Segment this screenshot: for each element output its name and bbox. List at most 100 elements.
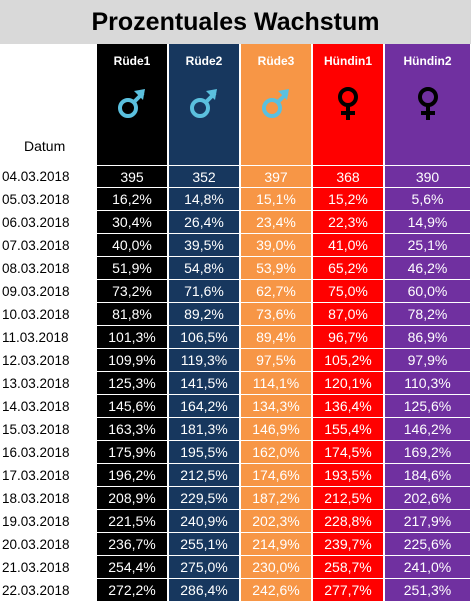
value-cell: 71,6%	[168, 280, 240, 303]
value-cell: 255,1%	[168, 533, 240, 556]
value-cell: 101,3%	[96, 326, 168, 349]
value-cell: 73,2%	[96, 280, 168, 303]
value-cell: 236,7%	[96, 533, 168, 556]
value-cell: 275,0%	[168, 556, 240, 579]
date-cell: 19.03.2018	[2, 514, 70, 529]
value-cell: 46,2%	[384, 257, 471, 280]
value-cell: 73,6%	[240, 303, 312, 326]
date-column: 04.03.2018 05.03.2018 06.03.2018 07.03.2018…	[0, 165, 96, 602]
value-cell: 146,2%	[384, 418, 471, 441]
male-symbol-icon	[168, 78, 240, 130]
date-cell: 05.03.2018	[2, 192, 70, 207]
date-cell: 14.03.2018	[2, 399, 70, 414]
column-header: Rüde3	[240, 44, 312, 78]
value-cell: 196,2%	[96, 464, 168, 487]
value-cell: 175,9%	[96, 441, 168, 464]
column-header: Rüde1	[96, 44, 168, 78]
value-cell: 30,4%	[96, 211, 168, 234]
value-cell: 53,9%	[240, 257, 312, 280]
value-cell: 86,9%	[384, 326, 471, 349]
date-cell: 06.03.2018	[2, 215, 70, 230]
value-cell: 105,2%	[312, 349, 384, 372]
value-cell: 169,2%	[384, 441, 471, 464]
male-symbol-icon	[96, 78, 168, 130]
datum-label: Datum	[24, 138, 66, 154]
column-header: Hündin2	[384, 44, 471, 78]
value-cell: 228,8%	[312, 510, 384, 533]
value-cell: 141,5%	[168, 372, 240, 395]
female-symbol-icon	[312, 78, 384, 130]
value-cell: 208,9%	[96, 487, 168, 510]
date-cell: 15.03.2018	[2, 422, 70, 437]
value-cell: 119,3%	[168, 349, 240, 372]
value-cell: 22,3%	[312, 211, 384, 234]
value-cell: 136,4%	[312, 395, 384, 418]
value-cell: 114,1%	[240, 372, 312, 395]
date-cell: 16.03.2018	[2, 445, 70, 460]
value-cell: 174,6%	[240, 464, 312, 487]
value-cell: 125,3%	[96, 372, 168, 395]
value-cell: 14,8%	[168, 188, 240, 211]
value-cell: 258,7%	[312, 556, 384, 579]
value-cell: 62,7%	[240, 280, 312, 303]
value-cell: 163,3%	[96, 418, 168, 441]
value-cell: 217,9%	[384, 510, 471, 533]
header-spacer	[312, 130, 384, 165]
date-cell: 18.03.2018	[2, 491, 70, 506]
date-cell: 10.03.2018	[2, 307, 70, 322]
value-cell: 134,3%	[240, 395, 312, 418]
value-cell: 230,0%	[240, 556, 312, 579]
value-cell: 162,0%	[240, 441, 312, 464]
value-cell: 229,5%	[168, 487, 240, 510]
value-cell: 120,1%	[312, 372, 384, 395]
value-cell: 54,8%	[168, 257, 240, 280]
value-cell: 26,4%	[168, 211, 240, 234]
value-cell: 39,5%	[168, 234, 240, 257]
value-cell: 368	[312, 165, 384, 188]
value-cell: 96,7%	[312, 326, 384, 349]
value-cell: 78,2%	[384, 303, 471, 326]
value-cell: 87,0%	[312, 303, 384, 326]
date-cell: 22.03.2018	[2, 583, 70, 598]
value-cell: 125,6%	[384, 395, 471, 418]
value-cell: 23,4%	[240, 211, 312, 234]
header-spacer	[96, 130, 168, 165]
value-cell: 60,0%	[384, 280, 471, 303]
value-cell: 15,1%	[240, 188, 312, 211]
value-cell: 390	[384, 165, 471, 188]
value-cell: 195,5%	[168, 441, 240, 464]
value-cell: 202,6%	[384, 487, 471, 510]
value-cell: 41,0%	[312, 234, 384, 257]
value-cell: 106,5%	[168, 326, 240, 349]
value-cell: 164,2%	[168, 395, 240, 418]
value-cell: 97,5%	[240, 349, 312, 372]
header-spacer	[168, 130, 240, 165]
value-cell: 39,0%	[240, 234, 312, 257]
value-cell: 214,9%	[240, 533, 312, 556]
value-cell: 272,2%	[96, 579, 168, 602]
date-cell: 11.03.2018	[2, 330, 69, 345]
column-3: Hündin1 368 15,2% 22,3% 41,0% 65,2% 75,0% 87,0%…	[312, 44, 384, 602]
value-cell: 221,5%	[96, 510, 168, 533]
value-cell: 352	[168, 165, 240, 188]
value-cell: 40,0%	[96, 234, 168, 257]
column-header: Rüde2	[168, 44, 240, 78]
value-cell: 5,6%	[384, 188, 471, 211]
value-cell: 109,9%	[96, 349, 168, 372]
value-cell: 240,9%	[168, 510, 240, 533]
value-cell: 14,9%	[384, 211, 471, 234]
date-cell: 04.03.2018	[2, 169, 70, 184]
value-cell: 89,2%	[168, 303, 240, 326]
header-spacer	[240, 130, 312, 165]
value-cell: 251,3%	[384, 579, 471, 602]
value-cell: 65,2%	[312, 257, 384, 280]
value-cell: 16,2%	[96, 188, 168, 211]
value-cell: 239,7%	[312, 533, 384, 556]
value-cell: 155,4%	[312, 418, 384, 441]
column-1: Rüde2 352 14,8% 26,4% 39,5% 54,8% 71,6% 89,2% 10…	[168, 44, 240, 602]
date-cell: 09.03.2018	[2, 284, 70, 299]
value-cell: 89,4%	[240, 326, 312, 349]
value-cell: 97,9%	[384, 349, 471, 372]
value-cell: 75,0%	[312, 280, 384, 303]
date-cell: 12.03.2018	[2, 353, 70, 368]
